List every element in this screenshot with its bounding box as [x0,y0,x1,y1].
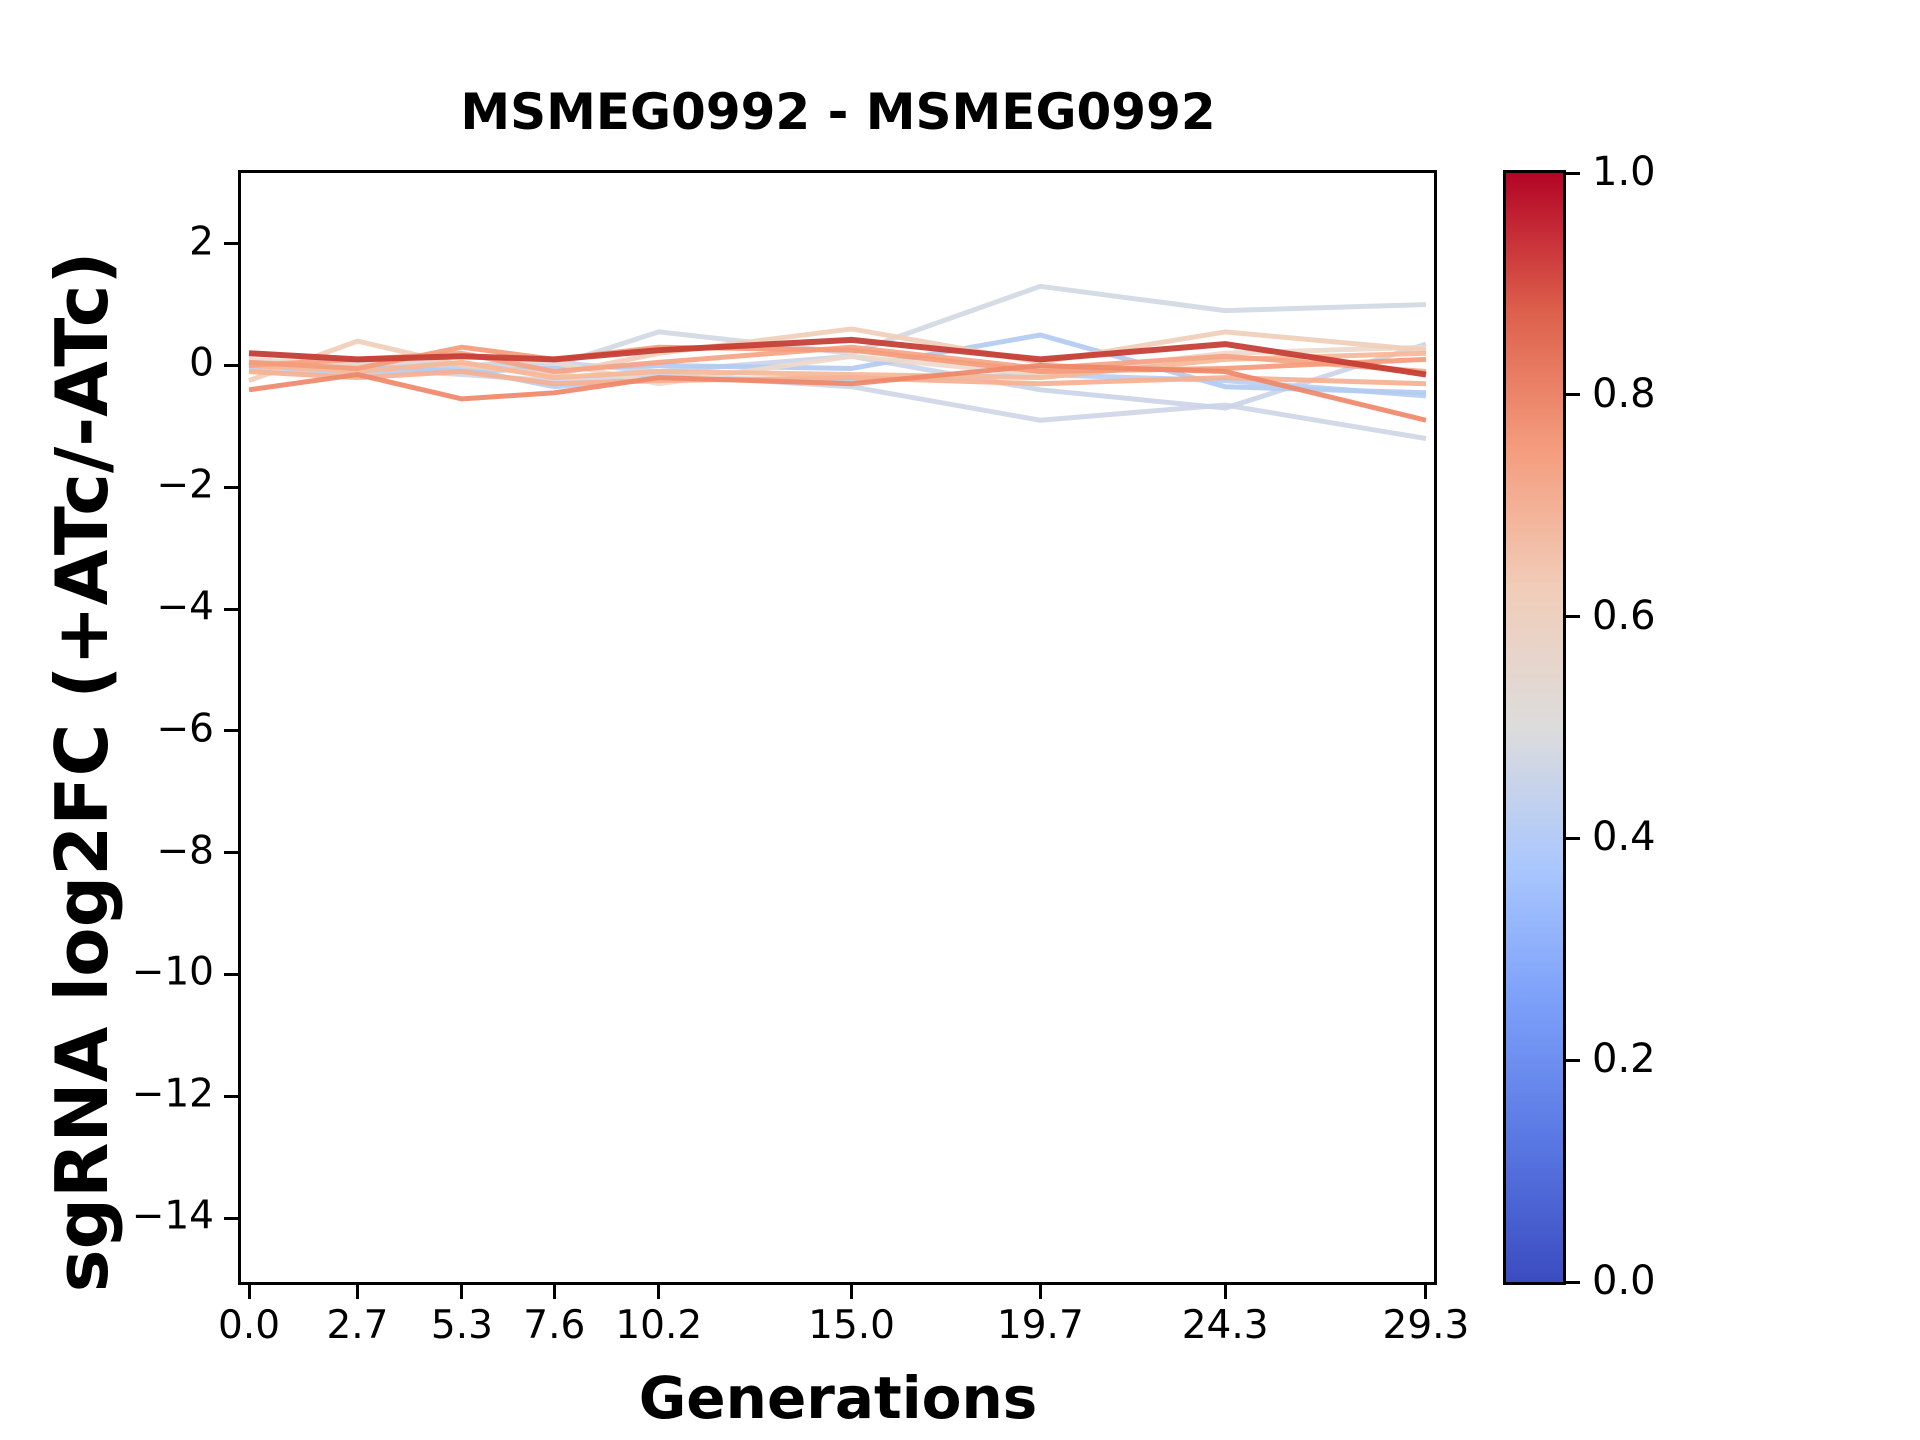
y-tick-label: −6 [156,706,215,752]
colorbar-tick-label: 0.8 [1592,370,1656,417]
plot-area [238,170,1437,1285]
x-tick-mark [850,1285,854,1299]
colorbar-tick-label: 0.6 [1592,592,1656,639]
x-tick-mark [552,1285,556,1299]
x-tick-label: 2.7 [326,1303,389,1348]
colorbar-tick-mark [1566,1280,1580,1284]
x-tick-label: 7.6 [523,1303,586,1348]
y-tick-mark [224,363,238,367]
y-tick-label: −8 [156,828,215,874]
sgrna-line-sgRNA-09 [248,369,1427,387]
colorbar-tick-mark [1566,836,1580,840]
colorbar-tick-mark [1566,171,1580,175]
sgrna-line-sgRNA-08 [248,350,1427,381]
y-tick-label: −4 [156,584,215,630]
y-tick-mark [224,972,238,976]
x-tick-mark [657,1285,661,1299]
x-tick-mark [355,1285,359,1299]
colorbar-tick-label: 0.2 [1592,1036,1656,1083]
x-tick-label: 10.2 [615,1303,703,1348]
x-tick-mark [1424,1285,1428,1299]
colorbar-tick-label: 0.0 [1592,1258,1656,1305]
y-tick-mark [224,607,238,611]
x-tick-mark [1223,1285,1227,1299]
x-tick-mark [1038,1285,1042,1299]
y-tick-label: −14 [131,1193,214,1239]
chart-title: MSMEG0992 - MSMEG0992 [460,83,1216,141]
y-tick-label: −12 [131,1071,214,1117]
y-tick-mark [224,242,238,246]
colorbar-tick-label: 0.4 [1592,814,1656,861]
colorbar [1503,170,1566,1285]
x-tick-label: 15.0 [808,1303,895,1348]
colorbar-tick-label: 1.0 [1592,149,1656,196]
x-tick-label: 5.3 [430,1303,493,1348]
x-tick-label: 19.7 [996,1303,1084,1348]
y-tick-mark [224,1094,238,1098]
y-tick-label: −2 [156,462,215,508]
colorbar-tick-mark [1566,615,1580,619]
sgrna-line-sgRNA-07 [248,326,1427,383]
y-tick-mark [224,851,238,855]
x-tick-label: 24.3 [1181,1303,1269,1348]
y-tick-mark [224,485,238,489]
sgrna-line-sgRNA-12 [248,362,1427,423]
x-tick-label: 29.3 [1382,1303,1470,1348]
y-tick-label: 2 [189,219,214,265]
x-tick-mark [247,1285,251,1299]
y-axis-label: sgRNA log2FC (+ATc/-ATc) [40,251,124,1293]
y-tick-mark [224,1216,238,1220]
x-tick-mark [460,1285,464,1299]
x-tick-label: 0.0 [218,1303,281,1348]
y-tick-label: 0 [189,341,214,387]
line-chart [248,283,1427,441]
colorbar-tick-mark [1566,1058,1580,1062]
y-tick-mark [224,729,238,733]
x-axis-label: Generations [638,1364,1038,1432]
y-tick-label: −10 [131,950,214,996]
colorbar-tick-mark [1566,393,1580,397]
sgrna-line-sgRNA-13 [248,336,1427,378]
